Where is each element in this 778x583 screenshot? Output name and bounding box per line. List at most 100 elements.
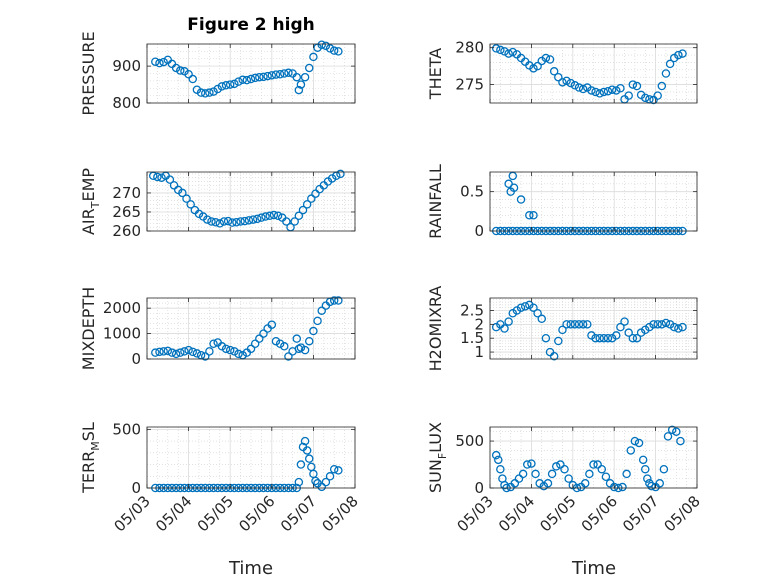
data-point <box>200 352 210 361</box>
data-point <box>228 218 237 227</box>
data-point <box>311 189 320 198</box>
x-tick-label: 05/05 <box>194 492 237 535</box>
data-point <box>541 53 551 63</box>
data-point <box>580 479 590 488</box>
y-tick-label: 280 <box>455 39 484 57</box>
data-point <box>574 320 584 329</box>
data-point <box>209 339 218 348</box>
data-point <box>250 339 260 348</box>
data-point <box>504 49 513 58</box>
data-point <box>508 47 518 57</box>
data-point <box>558 78 567 87</box>
data-point <box>169 181 179 190</box>
axes-box <box>146 171 356 232</box>
data-point <box>547 469 557 479</box>
axes-box <box>146 297 356 360</box>
data-point <box>194 209 204 219</box>
data-point <box>554 336 563 346</box>
data-point <box>280 69 289 78</box>
data-point <box>271 70 281 79</box>
data-point <box>294 477 304 487</box>
data-point <box>294 211 304 221</box>
data-point <box>225 80 235 89</box>
data-point <box>304 63 314 73</box>
y-tick-label: 500 <box>112 420 141 438</box>
y-axis-label: RAINFALL <box>426 164 445 239</box>
data-point <box>234 77 243 86</box>
data-point <box>275 69 285 79</box>
data-point <box>329 296 339 305</box>
data-point <box>153 172 162 182</box>
data-point <box>203 215 212 224</box>
data-point <box>284 68 293 78</box>
y-tick-label: 800 <box>112 94 141 112</box>
data-point <box>672 427 681 436</box>
data-point <box>265 211 274 221</box>
data-point <box>334 466 343 475</box>
y-tick-label: 0 <box>474 479 484 497</box>
y-tick-label: 500 <box>455 432 484 450</box>
data-point <box>624 328 633 337</box>
data-point <box>255 334 264 343</box>
y-tick-label: 270 <box>112 184 141 202</box>
data-point <box>661 318 671 328</box>
data-point <box>271 336 281 346</box>
data-point <box>329 46 339 55</box>
data-point <box>311 476 320 486</box>
data-point <box>510 479 520 488</box>
data-point <box>221 81 231 90</box>
data-point <box>317 306 326 315</box>
data-point <box>529 64 538 73</box>
y-axis-label: PRESSURE <box>79 31 98 115</box>
data-point <box>549 351 559 361</box>
data-point <box>603 333 613 343</box>
data-point <box>609 482 619 492</box>
data-point <box>215 219 225 228</box>
data-point <box>599 87 609 97</box>
data-point <box>537 314 547 324</box>
x-axis-label-left: Time <box>228 558 273 579</box>
data-point <box>676 436 685 446</box>
data-point <box>300 436 310 446</box>
data-point <box>292 72 302 82</box>
data-point <box>653 320 662 329</box>
y-tick-label: 1 <box>474 343 484 361</box>
data-point <box>638 455 648 465</box>
data-point <box>587 86 596 95</box>
y-tick-label: 0.5 <box>460 183 484 201</box>
data-point <box>591 333 600 343</box>
data-point <box>674 50 683 60</box>
data-point <box>221 344 231 354</box>
data-point <box>325 472 335 481</box>
x-axis-label-right: Time <box>571 558 616 579</box>
data-point <box>336 169 345 179</box>
data-point <box>514 474 524 483</box>
data-point <box>669 322 679 332</box>
data-point <box>634 438 644 448</box>
x-tick-label: 05/08 <box>661 492 704 535</box>
data-point <box>232 217 241 227</box>
data-point <box>240 216 250 226</box>
data-point <box>267 320 277 329</box>
x-tick-label: 05/03 <box>111 492 154 535</box>
x-tick-label: 05/06 <box>235 492 278 535</box>
data-point <box>616 84 625 93</box>
data-point <box>663 432 673 441</box>
data-point <box>578 84 588 94</box>
panel-rainfall: 0 0.5 RAINFALL <box>426 164 698 240</box>
data-point <box>298 205 308 215</box>
data-point <box>304 454 314 463</box>
data-point <box>302 200 312 209</box>
data-point <box>678 322 687 332</box>
data-point <box>504 179 513 189</box>
data-point <box>329 464 339 474</box>
data-point <box>275 339 285 348</box>
data-point <box>225 345 235 355</box>
y-tick-label: 2.5 <box>460 301 484 319</box>
data-point <box>518 469 528 479</box>
y-tick-label: 260 <box>112 222 141 240</box>
x-tick-label: 05/07 <box>277 492 320 535</box>
data-point <box>601 472 611 481</box>
data-point <box>207 217 216 226</box>
